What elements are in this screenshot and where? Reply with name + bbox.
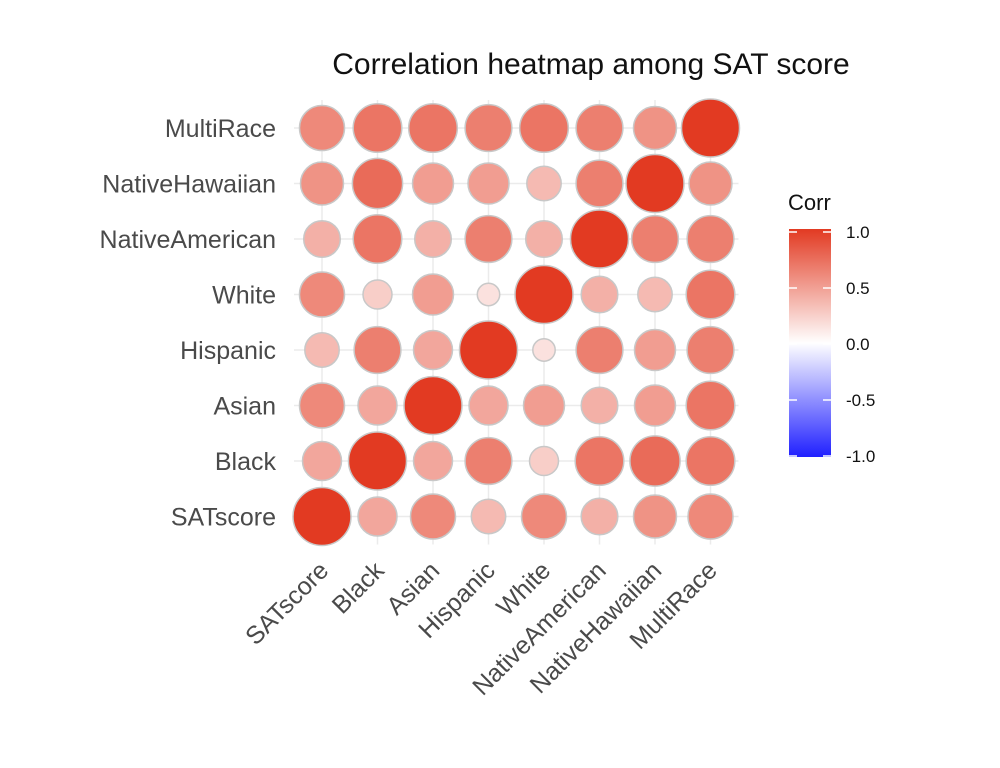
legend: Corr 1.0 0.5 0.0 -0.5 -1.0	[788, 190, 875, 466]
correlation-circle	[580, 497, 619, 536]
y-tick-label: Hispanic	[180, 337, 276, 365]
y-tick-label: NativeAmerican	[100, 226, 276, 254]
correlation-circle	[637, 276, 673, 313]
y-tick-label: SATscore	[171, 504, 276, 532]
correlation-circle	[685, 435, 736, 487]
correlation-circle	[524, 219, 564, 259]
correlation-circle	[407, 102, 459, 154]
y-axis-tick-labels: SATscore Black Asian Hispanic White NativeAme…	[100, 115, 277, 532]
correlation-circle	[625, 153, 685, 214]
correlation-circle	[467, 162, 510, 205]
y-tick-label: Asian	[213, 393, 276, 421]
correlation-circle	[464, 214, 513, 264]
correlation-circle	[574, 435, 625, 487]
correlation-circle	[632, 494, 678, 539]
correlation-circle	[409, 493, 457, 540]
correlation-circle	[298, 104, 346, 152]
correlation-circle	[580, 386, 619, 425]
correlation-circle	[413, 219, 453, 259]
correlation-circle	[302, 219, 342, 259]
legend-tick-label: 0.5	[846, 279, 870, 298]
y-tick-label: NativeHawaiian	[102, 171, 276, 199]
legend-title: Corr	[788, 190, 831, 215]
correlation-circle	[298, 271, 346, 318]
correlation-circle	[633, 328, 677, 372]
correlation-cells	[292, 98, 741, 547]
correlation-circle	[514, 264, 574, 325]
correlation-circle	[630, 214, 680, 264]
correlation-circle	[298, 382, 346, 429]
correlation-circle	[522, 384, 566, 427]
correlation-circle	[528, 445, 560, 477]
correlation-circle	[526, 165, 562, 202]
correlation-circle	[569, 209, 630, 269]
correlation-circle	[351, 157, 404, 210]
correlation-circle	[686, 214, 735, 264]
x-tick-label: Black	[327, 556, 390, 619]
correlation-circle	[403, 375, 463, 436]
correlation-circle	[532, 338, 556, 362]
correlation-circle	[301, 440, 343, 482]
correlation-circle	[357, 385, 398, 426]
correlation-circle	[292, 486, 352, 547]
correlation-circle	[464, 103, 513, 153]
correlation-circle	[688, 161, 733, 206]
correlation-circle	[411, 273, 455, 316]
correlation-circle	[632, 105, 678, 151]
correlation-circle	[520, 493, 568, 540]
correlation-circle	[575, 325, 624, 375]
legend-ticks: 1.0 0.5 0.0 -0.5 -1.0	[789, 223, 875, 466]
correlation-circle	[476, 282, 501, 307]
legend-tick-label: -1.0	[846, 447, 875, 466]
chart-title: Correlation heatmap among SAT score	[332, 48, 850, 81]
correlation-circle	[347, 431, 408, 491]
legend-colorbar	[789, 229, 831, 457]
correlation-circle	[464, 436, 513, 486]
correlation-circle	[686, 325, 735, 375]
correlation-circle	[687, 493, 734, 540]
correlation-circle	[357, 496, 398, 537]
legend-tick-label: -0.5	[846, 391, 875, 410]
correlation-circle	[458, 320, 519, 380]
correlation-circle	[629, 435, 681, 487]
x-tick-label: SATscore	[240, 556, 334, 650]
correlation-circle	[299, 161, 345, 206]
correlation-circle	[575, 103, 624, 153]
correlation-circle	[362, 279, 393, 310]
y-tick-label: White	[212, 282, 276, 310]
legend-tick-label: 0.0	[846, 335, 870, 354]
y-tick-label: MultiRace	[165, 115, 276, 143]
correlation-circle	[352, 102, 403, 154]
correlation-circle	[352, 213, 403, 265]
correlation-circle	[685, 380, 736, 431]
correlation-circle	[633, 384, 677, 427]
correlation-circle	[580, 275, 619, 314]
correlation-circle	[470, 498, 507, 535]
correlation-circle	[680, 98, 741, 158]
correlation-circle	[518, 102, 570, 154]
x-axis-tick-labels: SATscoreBlackAsianHispanicWhiteNativeAme…	[240, 556, 723, 701]
correlation-circle	[304, 332, 340, 368]
correlation-circle	[685, 269, 736, 320]
correlation-circle	[575, 159, 624, 208]
correlation-circle	[411, 162, 455, 205]
correlation-circle	[412, 329, 454, 371]
correlation-circle	[353, 325, 402, 375]
correlation-circle	[468, 385, 509, 426]
legend-tick-label: 1.0	[846, 223, 870, 242]
correlation-circle	[412, 440, 454, 482]
y-tick-label: Black	[215, 448, 277, 476]
